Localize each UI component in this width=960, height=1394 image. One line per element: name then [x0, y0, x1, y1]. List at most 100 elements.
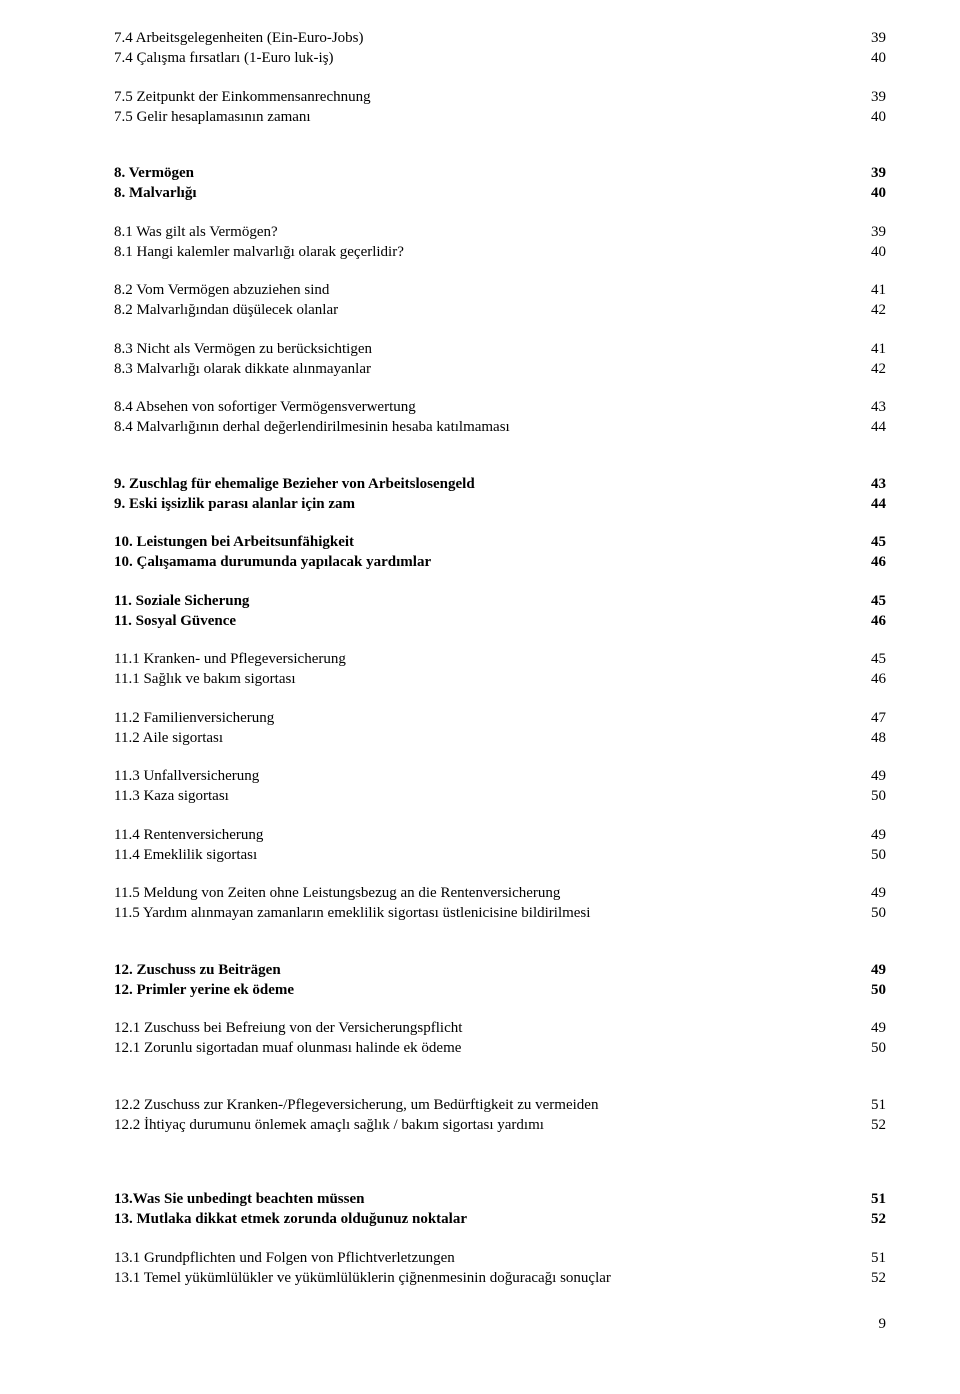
toc-label: 8.2 Vom Vermögen abzuziehen sind	[114, 280, 858, 300]
toc-label: 7.5 Zeitpunkt der Einkommensanrechnung	[114, 87, 858, 107]
toc-label: 9. Zuschlag für ehemalige Bezieher von A…	[114, 474, 858, 494]
toc-group: 11.2 Familienversicherung 47 11.2 Aile s…	[114, 708, 886, 749]
toc-page: 52	[858, 1209, 886, 1229]
toc-page: 40	[858, 48, 886, 68]
toc-entry: 7.4 Arbeitsgelegenheiten (Ein-Euro-Jobs)…	[114, 28, 886, 48]
toc-entry: 11.3 Unfallversicherung 49	[114, 766, 886, 786]
toc-page: 40	[858, 183, 886, 203]
toc-entry: 13.1 Grundpflichten und Folgen von Pflic…	[114, 1248, 886, 1268]
toc-group: 11.4 Rentenversicherung 49 11.4 Emeklili…	[114, 825, 886, 866]
toc-label: 12.2 Zuschuss zur Kranken-/Pflegeversich…	[114, 1095, 858, 1115]
toc-label: 11.4 Rentenversicherung	[114, 825, 858, 845]
toc-label: 13.1 Temel yükümlülükler ve yükümlülükle…	[114, 1268, 858, 1288]
toc-entry: 8.2 Vom Vermögen abzuziehen sind 41	[114, 280, 886, 300]
toc-label: 11. Soziale Sicherung	[114, 591, 858, 611]
toc-page: 39	[858, 28, 886, 48]
toc-page: 49	[858, 883, 886, 903]
toc-entry: 12.2 İhtiyaç durumunu önlemek amaçlı sağ…	[114, 1115, 886, 1135]
toc-page: 50	[858, 1038, 886, 1058]
toc-page: 46	[858, 669, 886, 689]
toc-entry: 8.4 Absehen von sofortiger Vermögensverw…	[114, 397, 886, 417]
toc-group: 8.3 Nicht als Vermögen zu berücksichtige…	[114, 339, 886, 380]
toc-entry: 8.1 Was gilt als Vermögen? 39	[114, 222, 886, 242]
toc-entry: 8.3 Nicht als Vermögen zu berücksichtige…	[114, 339, 886, 359]
toc-entry: 11. Soziale Sicherung 45	[114, 591, 886, 611]
spacer	[114, 1077, 886, 1095]
toc-page: 42	[858, 300, 886, 320]
toc-label: 13. Mutlaka dikkat etmek zorunda olduğun…	[114, 1209, 858, 1229]
toc-label: 12. Primler yerine ek ödeme	[114, 980, 858, 1000]
toc-entry: 11.5 Yardım alınmayan zamanların emeklil…	[114, 903, 886, 923]
toc-page: 40	[858, 242, 886, 262]
document-page: 7.4 Arbeitsgelegenheiten (Ein-Euro-Jobs)…	[0, 0, 960, 1365]
toc-entry: 12.1 Zuschuss bei Befreiung von der Vers…	[114, 1018, 886, 1038]
toc-group: 8.4 Absehen von sofortiger Vermögensverw…	[114, 397, 886, 438]
toc-label: 7.4 Arbeitsgelegenheiten (Ein-Euro-Jobs)	[114, 28, 858, 48]
toc-entry: 12.2 Zuschuss zur Kranken-/Pflegeversich…	[114, 1095, 886, 1115]
toc-page: 50	[858, 980, 886, 1000]
toc-page: 39	[858, 163, 886, 183]
toc-group: 8.1 Was gilt als Vermögen? 39 8.1 Hangi …	[114, 222, 886, 263]
toc-page: 49	[858, 1018, 886, 1038]
toc-group: 11. Soziale Sicherung 45 11. Sosyal Güve…	[114, 591, 886, 632]
toc-page: 50	[858, 903, 886, 923]
toc-label: 7.4 Çalışma fırsatları (1-Euro luk-iş)	[114, 48, 858, 68]
toc-label: 8.3 Nicht als Vermögen zu berücksichtige…	[114, 339, 858, 359]
toc-page: 50	[858, 786, 886, 806]
toc-group: 12. Zuschuss zu Beiträgen 49 12. Primler…	[114, 960, 886, 1001]
toc-entry: 12. Primler yerine ek ödeme 50	[114, 980, 886, 1000]
spacer	[114, 942, 886, 960]
toc-entry: 11.2 Familienversicherung 47	[114, 708, 886, 728]
toc-label: 12. Zuschuss zu Beiträgen	[114, 960, 858, 980]
spacer	[114, 145, 886, 163]
toc-group: 8.2 Vom Vermögen abzuziehen sind 41 8.2 …	[114, 280, 886, 321]
toc-page: 48	[858, 728, 886, 748]
toc-page: 41	[858, 339, 886, 359]
toc-entry: 12. Zuschuss zu Beiträgen 49	[114, 960, 886, 980]
toc-page: 41	[858, 280, 886, 300]
toc-label: 8. Malvarlığı	[114, 183, 858, 203]
toc-entry: 11.1 Sağlık ve bakım sigortası 46	[114, 669, 886, 689]
toc-entry: 7.4 Çalışma fırsatları (1-Euro luk-iş) 4…	[114, 48, 886, 68]
toc-label: 12.1 Zorunlu sigortadan muaf olunması ha…	[114, 1038, 858, 1058]
toc-page: 51	[858, 1095, 886, 1115]
toc-entry: 13. Mutlaka dikkat etmek zorunda olduğun…	[114, 1209, 886, 1229]
toc-group: 7.4 Arbeitsgelegenheiten (Ein-Euro-Jobs)…	[114, 28, 886, 69]
toc-entry: 13.1 Temel yükümlülükler ve yükümlülükle…	[114, 1268, 886, 1288]
toc-page: 46	[858, 611, 886, 631]
toc-label: 8. Vermögen	[114, 163, 858, 183]
toc-label: 10. Çalışamama durumunda yapılacak yardı…	[114, 552, 858, 572]
toc-label: 8.4 Malvarlığının derhal değerlendirilme…	[114, 417, 858, 437]
toc-label: 11.5 Yardım alınmayan zamanların emeklil…	[114, 903, 858, 923]
toc-entry: 13.Was Sie unbedingt beachten müssen 51	[114, 1189, 886, 1209]
toc-label: 8.4 Absehen von sofortiger Vermögensverw…	[114, 397, 858, 417]
toc-page: 45	[858, 649, 886, 669]
toc-label: 11.1 Sağlık ve bakım sigortası	[114, 669, 858, 689]
toc-entry: 10. Çalışamama durumunda yapılacak yardı…	[114, 552, 886, 572]
toc-label: 8.2 Malvarlığından düşülecek olanlar	[114, 300, 858, 320]
toc-page: 39	[858, 222, 886, 242]
toc-entry: 8.3 Malvarlığı olarak dikkate alınmayanl…	[114, 359, 886, 379]
toc-group: 13.Was Sie unbedingt beachten müssen 51 …	[114, 1189, 886, 1230]
toc-group: 8. Vermögen 39 8. Malvarlığı 40	[114, 163, 886, 204]
toc-page: 42	[858, 359, 886, 379]
toc-label: 12.1 Zuschuss bei Befreiung von der Vers…	[114, 1018, 858, 1038]
toc-label: 11.5 Meldung von Zeiten ohne Leistungsbe…	[114, 883, 858, 903]
toc-group: 13.1 Grundpflichten und Folgen von Pflic…	[114, 1248, 886, 1289]
toc-group: 11.1 Kranken- und Pflegeversicherung 45 …	[114, 649, 886, 690]
toc-page: 49	[858, 766, 886, 786]
toc-entry: 11. Sosyal Güvence 46	[114, 611, 886, 631]
toc-page: 52	[858, 1268, 886, 1288]
toc-label: 11.3 Kaza sigortası	[114, 786, 858, 806]
toc-page: 44	[858, 494, 886, 514]
toc-label: 10. Leistungen bei Arbeitsunfähigkeit	[114, 532, 858, 552]
toc-page: 43	[858, 397, 886, 417]
toc-group: 9. Zuschlag für ehemalige Bezieher von A…	[114, 474, 886, 515]
toc-page: 47	[858, 708, 886, 728]
toc-page: 52	[858, 1115, 886, 1135]
toc-page: 43	[858, 474, 886, 494]
toc-label: 11. Sosyal Güvence	[114, 611, 858, 631]
toc-page: 45	[858, 532, 886, 552]
toc-page: 49	[858, 960, 886, 980]
toc-label: 11.2 Familienversicherung	[114, 708, 858, 728]
